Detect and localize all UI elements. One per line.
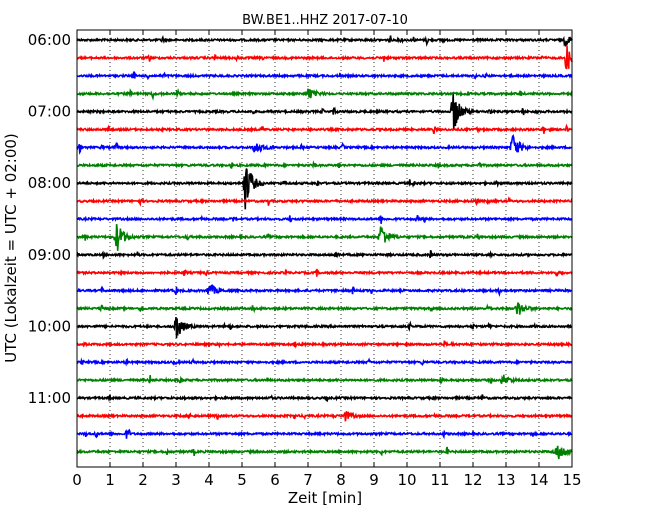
seismogram-trace bbox=[76, 94, 573, 130]
chart-title: BW.BE1..HHZ 2017-07-10 bbox=[242, 13, 408, 28]
x-tick-label: 15 bbox=[562, 471, 581, 489]
y-tick-label: 08:00 bbox=[28, 174, 71, 192]
x-tick-label: 13 bbox=[496, 471, 515, 489]
grid-lines bbox=[109, 30, 540, 467]
seismogram-trace bbox=[76, 168, 573, 210]
y-tick-label: 11:00 bbox=[28, 389, 71, 407]
y-tick-label: 09:00 bbox=[28, 246, 71, 264]
x-tick-label: 3 bbox=[171, 471, 181, 489]
x-tick-label: 14 bbox=[529, 471, 548, 489]
seismogram-trace bbox=[76, 410, 573, 422]
x-tick-label: 9 bbox=[369, 471, 379, 489]
x-tick-label: 2 bbox=[138, 471, 148, 489]
y-tick-label: 10:00 bbox=[28, 317, 71, 335]
y-tick-label: 07:00 bbox=[28, 103, 71, 121]
seismogram-trace bbox=[76, 133, 573, 155]
x-tick-label: 5 bbox=[237, 471, 247, 489]
y-axis: 06:00 07:00 08:00 09:00 10:00 11:00 bbox=[28, 31, 572, 407]
seismogram-trace bbox=[76, 196, 573, 207]
x-tick-label: 10 bbox=[397, 471, 416, 489]
x-tick-label: 8 bbox=[336, 471, 346, 489]
x-axis-label: Zeit [min] bbox=[288, 489, 362, 507]
plot-frame bbox=[76, 29, 573, 468]
seismogram-trace bbox=[76, 357, 573, 367]
seismogram-trace bbox=[76, 394, 573, 403]
x-tick-label: 6 bbox=[270, 471, 280, 489]
seismogram-trace bbox=[76, 302, 573, 315]
seismogram-trace bbox=[76, 249, 573, 260]
seismogram-trace bbox=[76, 71, 573, 81]
seismogram-trace bbox=[76, 268, 573, 277]
x-tick-label: 4 bbox=[204, 471, 214, 489]
x-tick-label: 0 bbox=[72, 471, 82, 489]
y-axis-label: UTC (Lokalzeit = UTC + 02:00) bbox=[2, 133, 20, 363]
x-tick-label: 7 bbox=[303, 471, 313, 489]
seismogram-trace bbox=[76, 445, 573, 460]
seismogram-trace bbox=[76, 160, 573, 170]
seismogram-trace bbox=[76, 340, 573, 349]
seismogram-trace bbox=[76, 34, 573, 48]
y-tick-label: 06:00 bbox=[28, 31, 71, 49]
trace-layer bbox=[76, 34, 573, 460]
seismogram-trace bbox=[76, 45, 573, 70]
x-axis: 0 1 2 3 4 5 6 7 8 9 10 11 12 13 14 15 bbox=[72, 30, 582, 489]
seismogram-trace bbox=[76, 428, 573, 440]
seismogram-trace bbox=[76, 374, 573, 386]
x-tick-label: 12 bbox=[463, 471, 482, 489]
seismogram-trace bbox=[76, 123, 573, 135]
x-tick-label: 1 bbox=[105, 471, 115, 489]
seismogram-trace bbox=[76, 224, 573, 251]
x-tick-label: 11 bbox=[430, 471, 449, 489]
seismogram-trace bbox=[76, 284, 573, 297]
seismogram-trace bbox=[76, 316, 573, 339]
seismogram-trace bbox=[76, 214, 573, 224]
seismogram-trace bbox=[76, 87, 573, 101]
